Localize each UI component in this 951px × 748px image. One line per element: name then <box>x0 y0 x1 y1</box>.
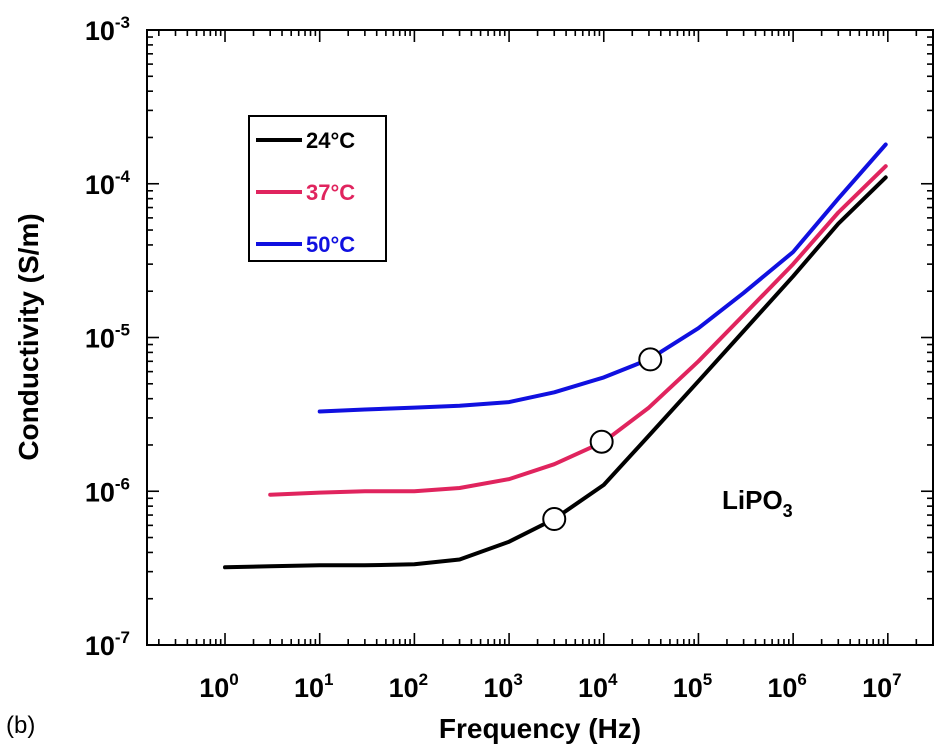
marker-circle-3 <box>638 347 663 372</box>
x-tick-label: 105 <box>673 670 713 703</box>
annotation-subscript: 3 <box>783 501 793 521</box>
material-annotation: LiPO3 <box>722 485 793 521</box>
x-tick-label: 101 <box>294 670 334 703</box>
marker-circle-2 <box>589 429 614 454</box>
y-tick-label: 10-7 <box>85 628 130 661</box>
x-tick-label: 107 <box>862 670 902 703</box>
x-tick-label: 104 <box>578 670 618 703</box>
legend: 24°C 37°C 50°C <box>248 115 387 262</box>
plot-frame <box>146 29 934 646</box>
x-tick-labels: 100 101 102 103 104 105 106 107 <box>199 670 901 703</box>
series-line-3 <box>317 142 888 414</box>
circle-markers <box>542 347 663 531</box>
annotation-text: LiPO <box>722 485 783 515</box>
legend-label-1: 24°C <box>306 128 355 153</box>
x-tick-label: 100 <box>199 670 239 703</box>
y-tick-label: 10-5 <box>85 321 130 354</box>
y-axis-title: Conductivity (S/m) <box>13 213 44 460</box>
legend-label-3: 50°C <box>306 232 355 257</box>
y-tick-label: 10-6 <box>85 474 130 507</box>
x-axis-title: Frequency (Hz) <box>439 713 641 744</box>
y-tick-label: 10-4 <box>85 167 131 200</box>
y-tick-labels: 10-7 10-6 10-5 10-4 10-3 <box>85 13 131 661</box>
y-tick-label: 10-3 <box>85 13 130 46</box>
x-tick-label: 106 <box>767 670 807 703</box>
legend-label-2: 37°C <box>306 180 355 205</box>
legend-items: 24°C 37°C 50°C <box>256 128 355 257</box>
x-tick-label: 103 <box>483 670 523 703</box>
x-tick-label: 102 <box>389 670 429 703</box>
marker-circle-1 <box>542 506 567 531</box>
series-line-2 <box>268 164 888 497</box>
panel-label: (b) <box>6 712 35 739</box>
